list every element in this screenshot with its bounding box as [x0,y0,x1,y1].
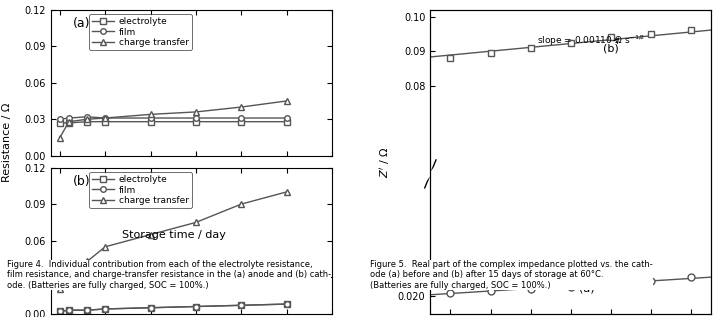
Text: slope = 0.00072 $\Omega$ s$^{-1/2}$: slope = 0.00072 $\Omega$ s$^{-1/2}$ [497,274,605,288]
electrolyte [101,120,110,124]
film [65,116,73,120]
Text: Figure 5.  Real part of the complex impedance plotted vs. the cath-
ode (a) befo: Figure 5. Real part of the complex imped… [370,260,653,290]
Line: film: film [57,114,290,122]
Text: Resistance / Ω: Resistance / Ω [2,103,12,182]
Line: charge transfer: charge transfer [57,98,290,140]
electrolyte [146,306,155,310]
charge transfer [192,221,200,224]
film [101,116,110,120]
charge transfer [65,120,73,124]
Text: slope = 0.00110 $\Omega$ s$^{-1/2}$: slope = 0.00110 $\Omega$ s$^{-1/2}$ [537,34,645,49]
film [83,308,91,312]
charge transfer [146,233,155,236]
film [282,302,291,306]
Legend: electrolyte, film, charge transfer: electrolyte, film, charge transfer [89,172,192,208]
film [192,305,200,308]
Text: (b): (b) [73,175,91,188]
Line: electrolyte: electrolyte [57,119,290,126]
Line: electrolyte: electrolyte [57,301,290,314]
electrolyte [146,120,155,124]
electrolyte [83,120,91,124]
Text: (a): (a) [73,17,91,30]
charge transfer [101,116,110,120]
electrolyte [282,302,291,306]
electrolyte [237,120,245,124]
charge transfer [282,99,291,103]
electrolyte [65,308,73,312]
film [146,116,155,120]
charge transfer [65,275,73,279]
electrolyte [282,120,291,124]
film [146,306,155,310]
charge transfer [83,117,91,121]
film [55,309,64,313]
film [237,303,245,307]
electrolyte [83,308,91,312]
charge transfer [101,245,110,249]
charge transfer [55,136,64,139]
charge transfer [192,110,200,114]
film [101,307,110,311]
electrolyte [55,121,64,125]
film [282,116,291,120]
charge transfer [83,260,91,263]
electrolyte [192,305,200,308]
electrolyte [237,303,245,307]
film [192,116,200,120]
Line: film: film [57,301,290,314]
Text: (a): (a) [579,283,600,293]
electrolyte [192,120,200,124]
charge transfer [55,288,64,291]
film [65,308,73,312]
electrolyte [65,121,73,125]
Text: (b): (b) [603,38,619,54]
charge transfer [237,105,245,109]
Text: Storage time / day: Storage time / day [122,230,227,240]
Legend: electrolyte, film, charge transfer: electrolyte, film, charge transfer [89,14,192,50]
charge transfer [146,113,155,116]
electrolyte [101,307,110,311]
charge transfer [237,202,245,206]
film [83,115,91,119]
charge transfer [282,190,291,194]
Line: charge transfer: charge transfer [57,189,290,292]
film [237,116,245,120]
film [55,117,64,121]
Y-axis label: $Z'$ / Ω: $Z'$ / Ω [378,146,392,178]
Text: Figure 4.  Individual contribution from each of the electrolyte resistance,
film: Figure 4. Individual contribution from e… [7,260,331,290]
electrolyte [55,309,64,313]
